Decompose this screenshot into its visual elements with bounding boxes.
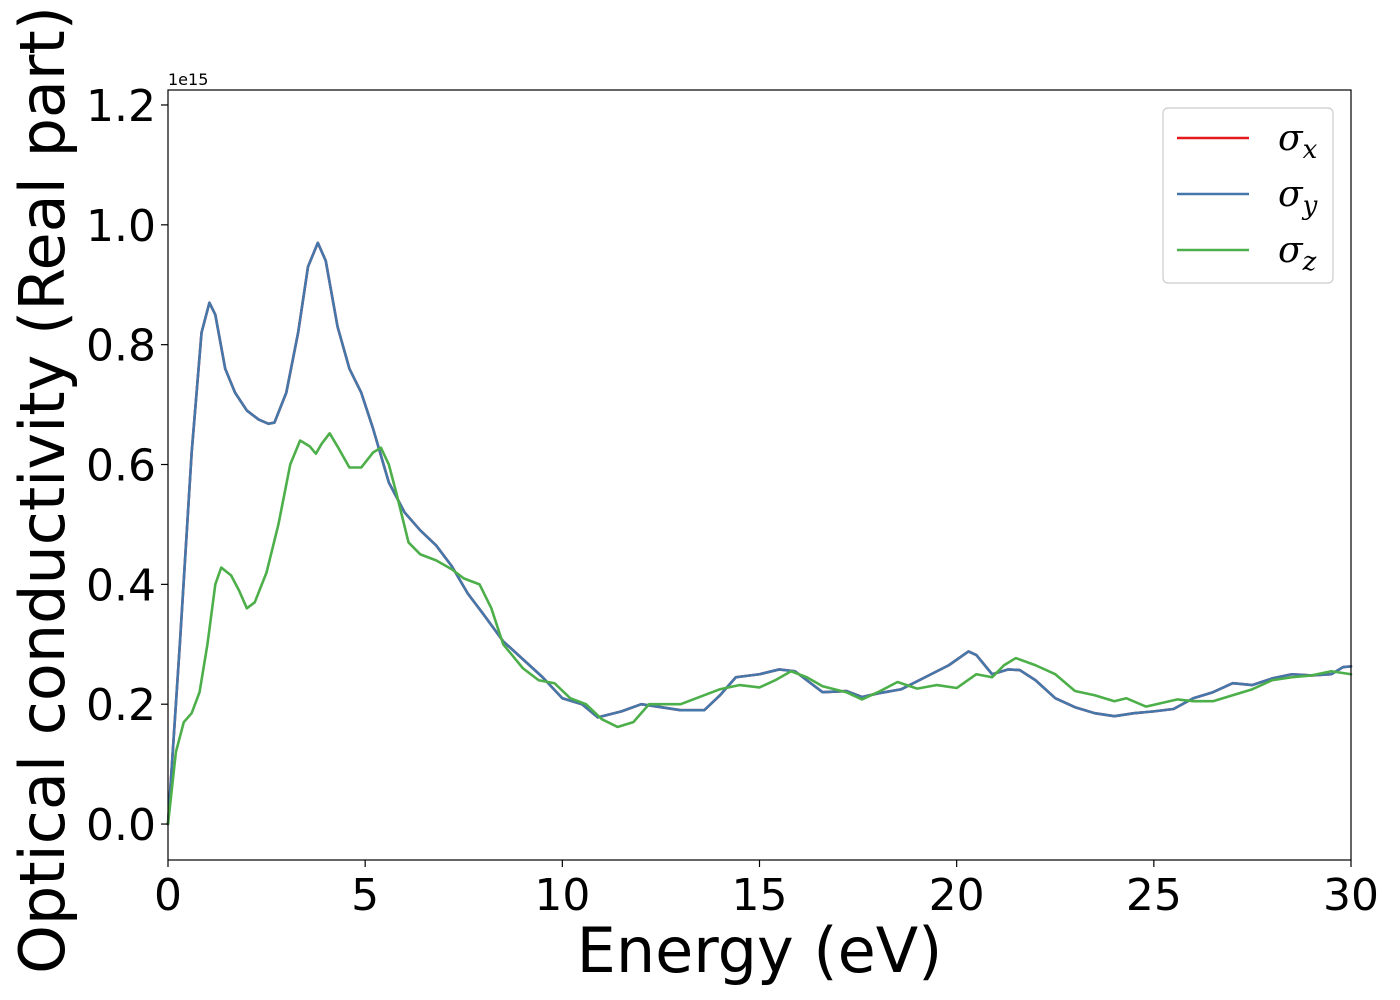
x-tick-label: 0 xyxy=(154,870,182,921)
x-tick-label: 30 xyxy=(1323,870,1379,921)
legend-box xyxy=(1162,107,1334,284)
x-axis-ticks: 0 5 10 15 20 25 30 xyxy=(154,860,1379,921)
y-tick-label: 0.0 xyxy=(86,800,156,851)
y-tick-label: 0.8 xyxy=(86,321,156,372)
y-tick-label: 1.2 xyxy=(86,81,156,132)
y-axis-ticks: 0.0 0.2 0.4 0.6 0.8 1.0 1.2 xyxy=(86,81,168,851)
y-tick-label: 0.2 xyxy=(86,680,156,731)
x-tick-label: 20 xyxy=(929,870,985,921)
x-tick-label: 15 xyxy=(732,870,788,921)
series-layer xyxy=(166,241,1353,826)
series-line-y xyxy=(166,241,1353,826)
y-offset-text: 1e15 xyxy=(168,70,208,89)
legend-label-x: σx xyxy=(1278,118,1318,165)
x-tick-label: 10 xyxy=(534,870,590,921)
x-tick-label: 5 xyxy=(351,870,379,921)
x-axis-label: Energy (eV) xyxy=(577,914,943,987)
legend: σx σy σz xyxy=(1162,107,1334,284)
x-tick-label: 25 xyxy=(1126,870,1182,921)
legend-label-y: σy xyxy=(1278,174,1318,221)
y-tick-label: 0.4 xyxy=(86,560,156,611)
series-line-x xyxy=(166,241,1353,826)
y-axis-label: Optical conductivity (Real part) xyxy=(6,6,79,974)
y-tick-label: 0.6 xyxy=(86,441,156,492)
series-line-z xyxy=(166,432,1353,826)
legend-label-z: σz xyxy=(1278,230,1317,277)
y-tick-label: 1.0 xyxy=(86,201,156,252)
